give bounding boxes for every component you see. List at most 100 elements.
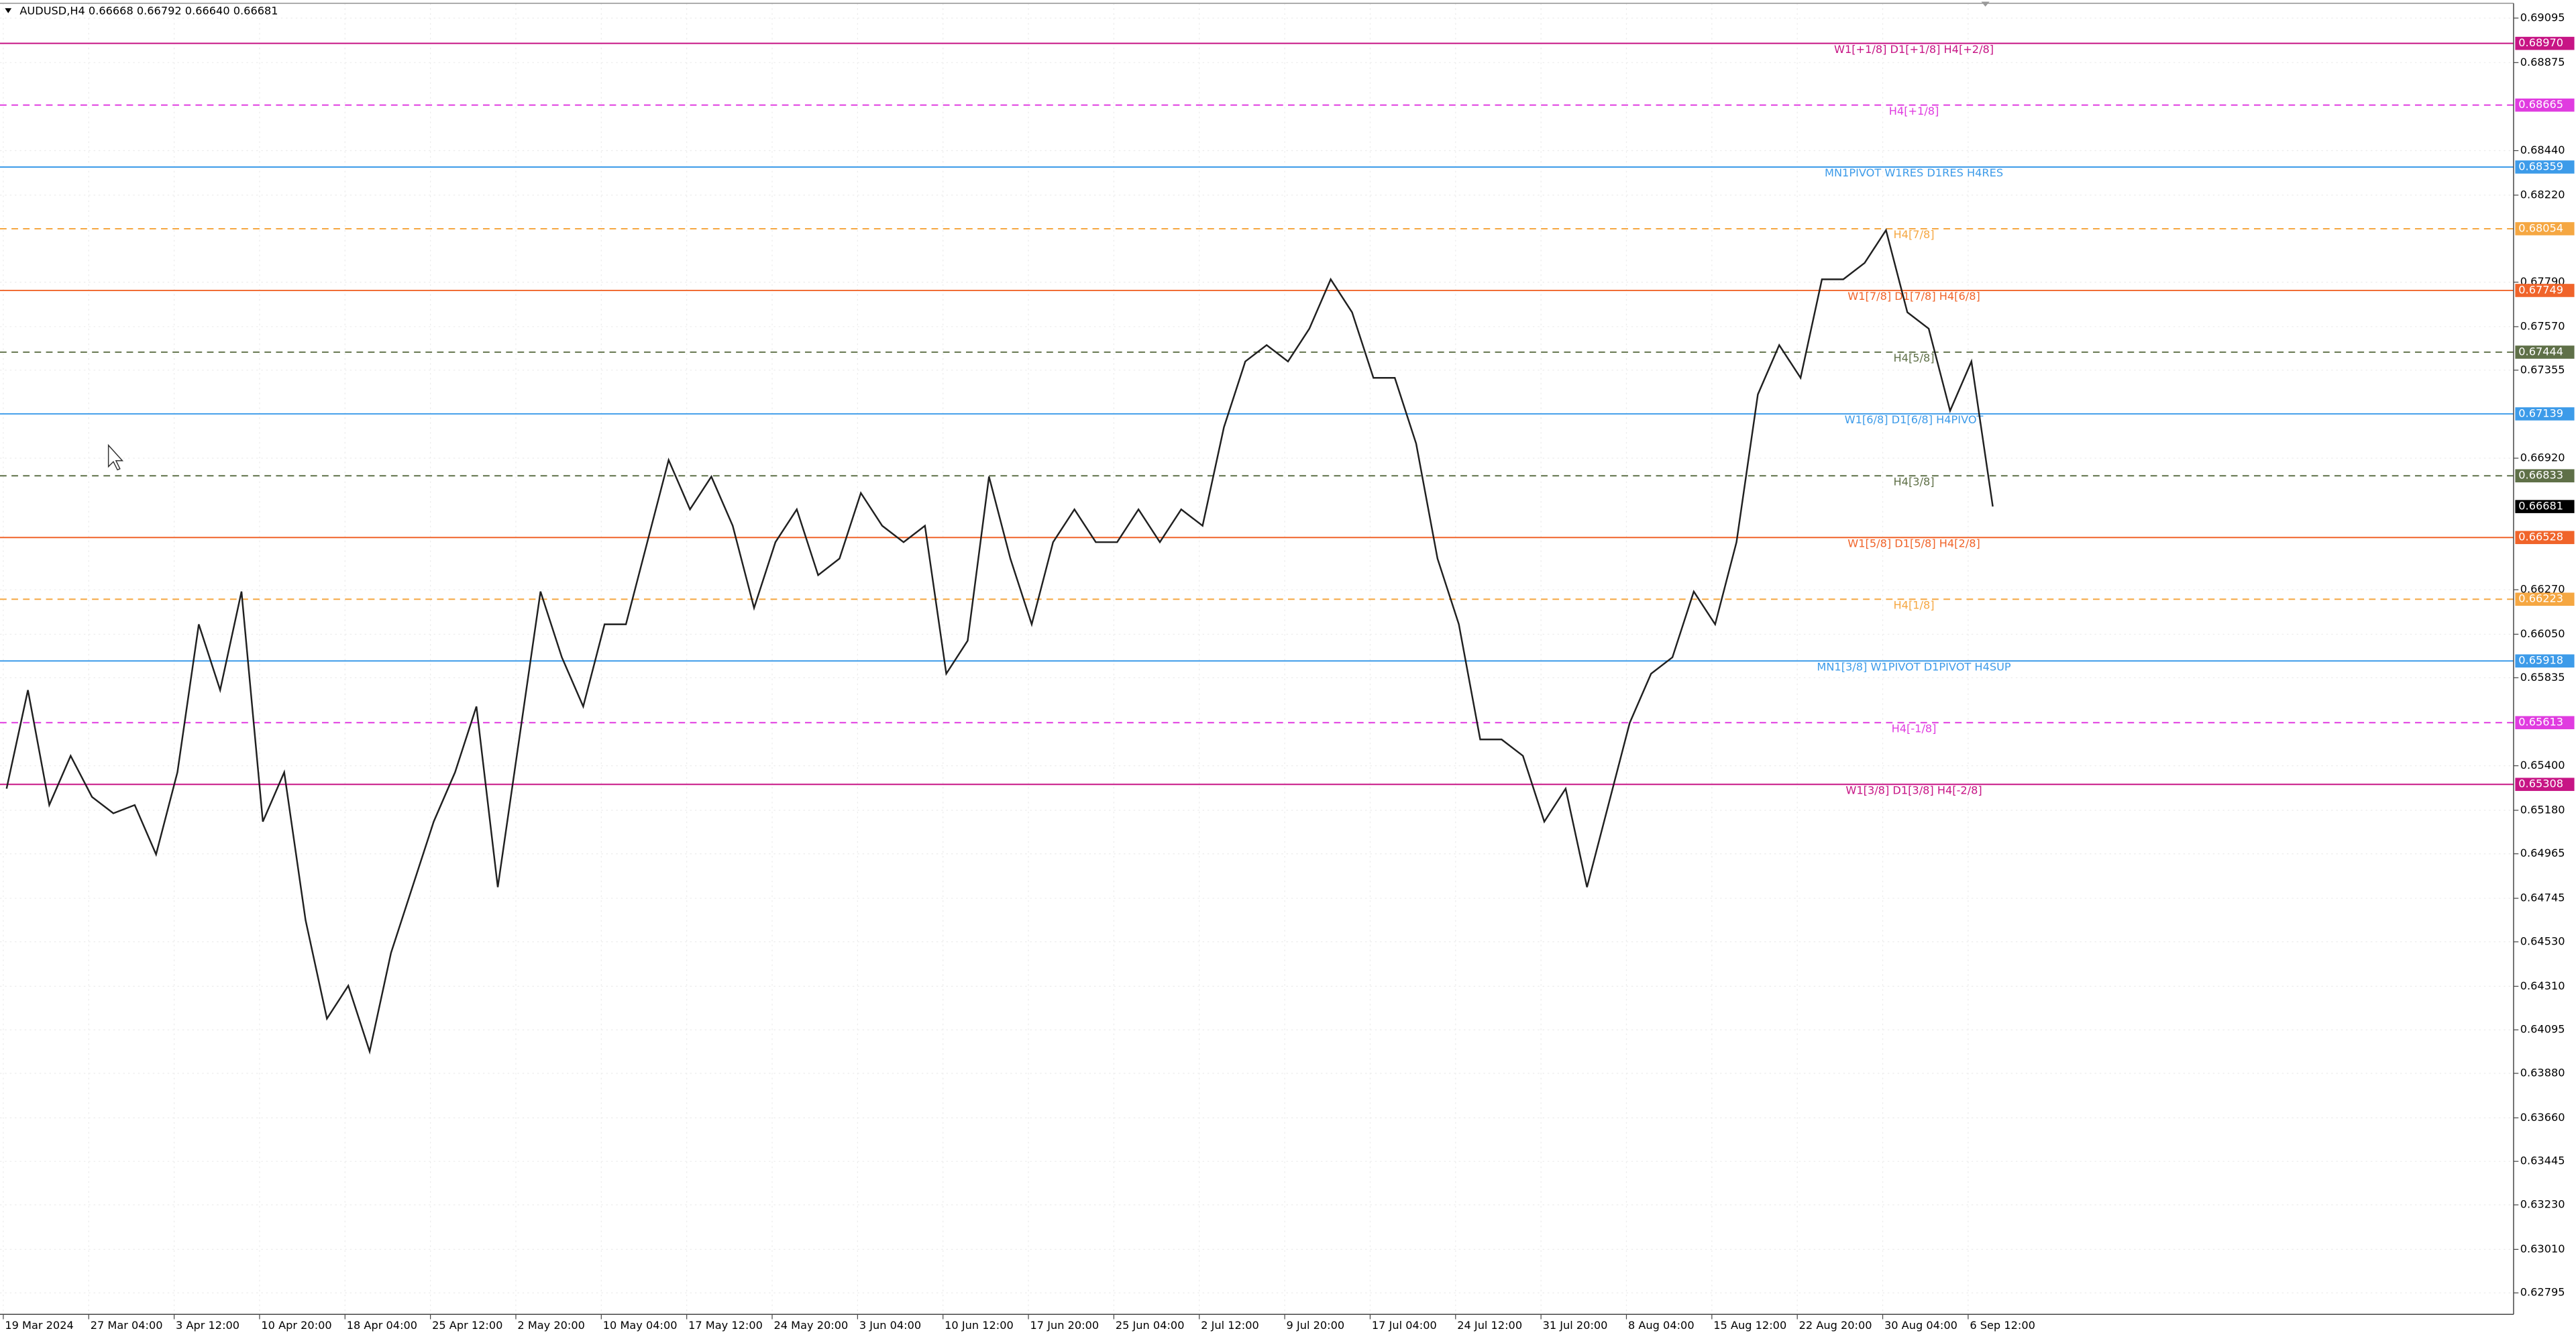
level-label: MN1[3/8] W1PIVOT D1PIVOT H4SUP: [1817, 661, 2011, 674]
chart-title: AUDUSD,H4 0.66668 0.66792 0.66640 0.6668…: [19, 5, 278, 17]
x-tick-label: 31 Jul 20:00: [1543, 1319, 1608, 1332]
level-label: H4[-1/8]: [1892, 722, 1937, 735]
x-tick-label: 10 Jun 12:00: [945, 1319, 1014, 1332]
y-tick-label: 0.63660: [2520, 1111, 2565, 1124]
x-tick-label: 17 Jun 20:00: [1030, 1319, 1099, 1332]
level-label: W1[7/8] D1[7/8] H4[6/8]: [1847, 290, 1980, 303]
x-tick-label: 24 May 20:00: [773, 1319, 848, 1332]
price-tag: [2515, 222, 2575, 235]
y-tick-label: 0.69095: [2520, 11, 2565, 23]
current-price-tag: [2515, 500, 2575, 513]
price-tag: [2515, 284, 2575, 297]
price-tag: [2515, 592, 2575, 606]
level-label: H4[5/8]: [1894, 352, 1935, 364]
y-axis: 0.690950.688750.684400.682200.677900.675…: [3, 11, 2575, 1332]
x-tick-label: 25 Jun 04:00: [1116, 1319, 1185, 1332]
y-tick-label: 0.66920: [2520, 451, 2565, 464]
x-tick-label: 2 Jul 12:00: [1201, 1319, 1259, 1332]
level-label: H4[+1/8]: [1889, 105, 1939, 117]
x-tick-label: 24 Jul 12:00: [1457, 1319, 1522, 1332]
price-tag: [2515, 98, 2575, 112]
x-tick-label: 30 Aug 04:00: [1884, 1319, 1957, 1332]
y-tick-label: 0.63010: [2520, 1242, 2565, 1255]
levels: W1[+1/8] D1[+1/8] H4[+2/8] H4[+1/8] MN1PIV…: [0, 42, 2514, 797]
y-tick-label: 0.65400: [2520, 759, 2565, 771]
price-tag-label: 0.66528: [2518, 531, 2563, 543]
shift-marker: [1981, 1, 1990, 7]
y-tick-label: 0.68220: [2520, 188, 2565, 201]
y-tick-label: 0.64310: [2520, 979, 2565, 992]
y-tick-label: 0.63880: [2520, 1066, 2565, 1079]
price-tag: [2515, 407, 2575, 421]
x-tick-label: 17 May 12:00: [688, 1319, 763, 1332]
x-tick-label: 17 Jul 04:00: [1372, 1319, 1437, 1332]
level-label: H4[3/8]: [1894, 476, 1935, 488]
y-tick-label: 0.62795: [2520, 1286, 2565, 1299]
price-tag: [2515, 345, 2575, 359]
price-tag-label: 0.68054: [2518, 221, 2563, 234]
price-tag-label: 0.67444: [2518, 345, 2563, 358]
price-line: [5, 228, 1994, 1055]
menu-arrow: [5, 8, 12, 13]
price-tag-label: 0.65308: [2518, 778, 2563, 790]
x-tick-label: 6 Sep 12:00: [1970, 1319, 2035, 1332]
y-tick-label: 0.66050: [2520, 627, 2565, 640]
level-label: H4[7/8]: [1894, 228, 1935, 241]
price-tag: [2515, 36, 2575, 50]
y-tick-label: 0.64745: [2520, 892, 2565, 904]
price-tag: [2515, 654, 2575, 668]
current-price-label: 0.66681: [2518, 500, 2563, 513]
y-tick-label: 0.67355: [2520, 363, 2565, 376]
y-tick-label: 0.63230: [2520, 1198, 2565, 1211]
y-tick-label: 0.64095: [2520, 1023, 2565, 1036]
price-tag: [2515, 469, 2575, 483]
price-tag-label: 0.65918: [2518, 654, 2563, 667]
level-label: H4[1/8]: [1894, 599, 1935, 612]
price-tag-label: 0.68970: [2518, 36, 2563, 49]
y-tick-label: 0.64965: [2520, 847, 2565, 859]
x-tick-label: 22 Aug 20:00: [1799, 1319, 1872, 1332]
y-tick-label: 0.67570: [2520, 319, 2565, 332]
x-tick-label: 3 Apr 12:00: [176, 1319, 239, 1332]
x-tick-label: 9 Jul 20:00: [1287, 1319, 1345, 1332]
y-tick-label: 0.68875: [2520, 56, 2565, 68]
price-tag-label: 0.67139: [2518, 407, 2563, 419]
grid: [0, 3, 2514, 1315]
price-tag-label: 0.68359: [2518, 160, 2563, 172]
x-tick-label: 15 Aug 12:00: [1713, 1319, 1786, 1332]
price-tag: [2515, 778, 2575, 792]
level-label: W1[+1/8] D1[+1/8] H4[+2/8]: [1834, 43, 1994, 56]
y-tick-label: 0.68440: [2520, 144, 2565, 156]
price-tag-label: 0.66833: [2518, 469, 2563, 482]
x-tick-label: 27 Mar 04:00: [91, 1319, 163, 1332]
y-tick-label: 0.65180: [2520, 803, 2565, 816]
price-tag-label: 0.66223: [2518, 592, 2563, 605]
level-label: W1[6/8] D1[6/8] H4PIVOT: [1845, 413, 1984, 426]
price-tag: [2515, 160, 2575, 174]
x-tick-label: 10 May 04:00: [603, 1319, 678, 1332]
x-tick-label: 25 Apr 12:00: [432, 1319, 502, 1332]
price-tag: [2515, 716, 2575, 730]
x-tick-label: 18 Apr 04:00: [347, 1319, 417, 1332]
x-tick-label: 10 Apr 20:00: [261, 1319, 331, 1332]
y-tick-label: 0.64530: [2520, 934, 2565, 947]
y-tick-label: 0.66270: [2520, 583, 2565, 596]
y-tick-label: 0.65835: [2520, 671, 2565, 684]
mouse-cursor: [107, 443, 124, 471]
x-tick-label: 3 Jun 04:00: [859, 1319, 921, 1332]
x-tick-label: 8 Aug 04:00: [1628, 1319, 1695, 1332]
x-tick-label: 19 Mar 2024: [5, 1319, 73, 1332]
plot: [5, 228, 1994, 1055]
price-tag-label: 0.65613: [2518, 716, 2563, 729]
level-label: W1[3/8] D1[3/8] H4[-2/8]: [1845, 784, 1982, 797]
x-tick-label: 2 May 20:00: [517, 1319, 585, 1332]
level-label: MN1PIVOT W1RES D1RES H4RES: [1825, 166, 2003, 179]
price-tag-label: 0.67749: [2518, 283, 2563, 296]
level-label: W1[5/8] D1[5/8] H4[2/8]: [1847, 537, 1980, 550]
price-tag-label: 0.68665: [2518, 98, 2563, 111]
price-tag: [2515, 531, 2575, 545]
y-tick-label: 0.63445: [2520, 1155, 2565, 1167]
